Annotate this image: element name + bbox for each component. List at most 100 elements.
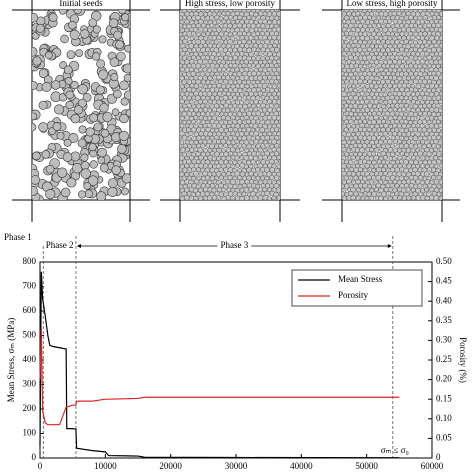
particle [426,143,432,149]
particle [350,18,356,25]
x-tick-label: 10000 [94,461,117,471]
legend-box [291,269,423,307]
particle [278,47,280,52]
particle [429,187,435,193]
particle [243,74,250,81]
particle [253,172,259,177]
particle [180,135,183,141]
particle [229,106,236,113]
particle [373,51,379,56]
legend-label: Porosity [338,290,369,300]
particle [426,111,432,117]
particle [436,128,441,133]
particle [202,27,208,33]
particle [279,167,280,172]
particle [438,131,442,137]
particle [355,155,361,161]
x-tick-label: 60000 [421,461,444,471]
particle [346,11,352,17]
particles [342,10,442,200]
particle [191,31,196,36]
particle [357,78,363,85]
particle [440,167,442,173]
particle [264,128,270,133]
particle [243,164,249,169]
particle [184,147,190,152]
particle [437,59,442,65]
particle [268,23,274,29]
particle [357,10,363,12]
y2-tick-label: 0.35 [436,315,452,325]
particle [186,127,192,133]
particle [424,91,430,97]
y2-tick-label: 0.40 [436,295,452,305]
particle [278,127,280,133]
particle [225,11,231,16]
particle [195,38,201,45]
particle [252,199,255,200]
particle [349,199,354,200]
particle [209,198,214,200]
particle [183,199,187,200]
particle [195,151,201,157]
particle [342,10,345,13]
particle [232,191,238,196]
particle [433,107,440,113]
y2-tick-label: 0 [436,452,441,462]
particle [186,95,192,101]
particle [441,184,442,188]
phase-label: Phase 1 [4,232,32,242]
particle [185,158,192,165]
particle [438,179,442,185]
particle [255,143,261,149]
particle [342,86,345,93]
particle [88,18,98,28]
particle [255,31,261,37]
particle [275,75,280,81]
particle [225,179,231,185]
particle [246,103,252,108]
particle [382,170,388,176]
particle [99,163,109,173]
particle [392,115,398,121]
particle [239,91,245,97]
particles [32,10,130,200]
particle [207,147,213,153]
particle [355,115,361,121]
particle [279,183,280,188]
particle [265,199,270,200]
particle [366,191,372,197]
y-tick-label: 500 [23,330,37,340]
y-tick-label: 600 [23,305,37,315]
particle [214,10,220,13]
particle [118,10,127,15]
phase-label: Phase 3 [220,240,248,250]
particle [251,70,257,77]
y2-tick-label: 0.20 [436,374,452,384]
particle [188,139,194,145]
particle [408,63,414,69]
particle [91,52,101,61]
particle [396,123,402,129]
particle [349,167,355,172]
particle [97,156,106,165]
particle [196,119,202,125]
particle [342,170,347,177]
particle [353,88,358,93]
particle [342,100,347,105]
particle [371,119,377,125]
particle [232,54,238,61]
particle [269,167,275,173]
particle [438,19,442,25]
particle [274,198,279,200]
particle [97,147,107,158]
particle [120,97,129,106]
particle [221,75,226,80]
particle [429,83,435,89]
y-tick-label: 800 [23,256,37,266]
particle [257,147,263,153]
particle [378,67,384,73]
particle [236,22,243,29]
particle [401,106,407,113]
particle [371,71,377,77]
